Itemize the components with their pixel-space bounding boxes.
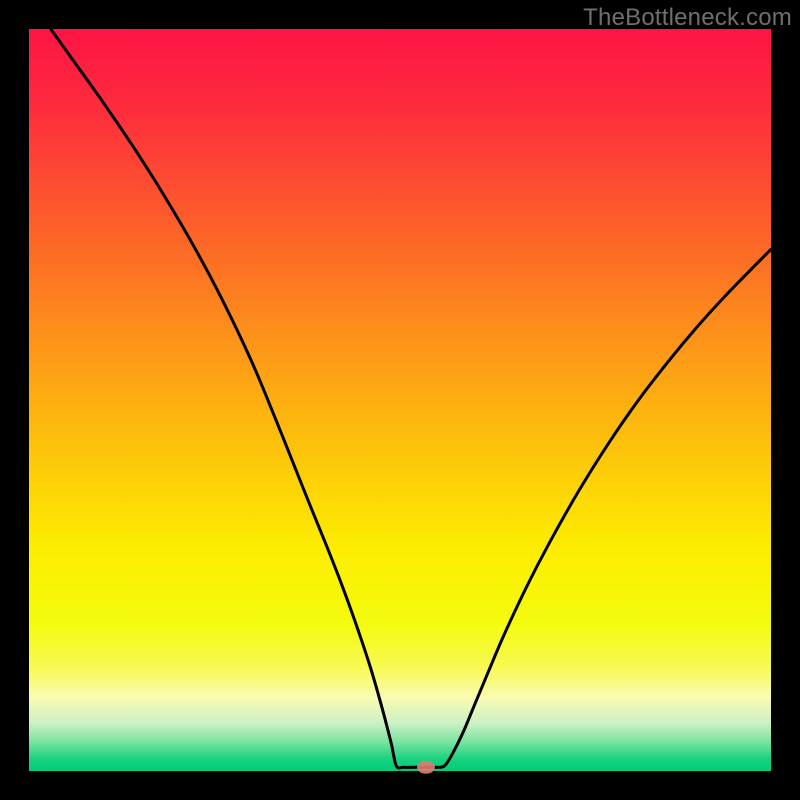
optimal-marker bbox=[417, 761, 435, 774]
chart-container: TheBottleneck.com bbox=[0, 0, 800, 800]
plot-area bbox=[29, 29, 771, 771]
bottleneck-chart bbox=[0, 0, 800, 800]
watermark-text: TheBottleneck.com bbox=[583, 4, 792, 32]
